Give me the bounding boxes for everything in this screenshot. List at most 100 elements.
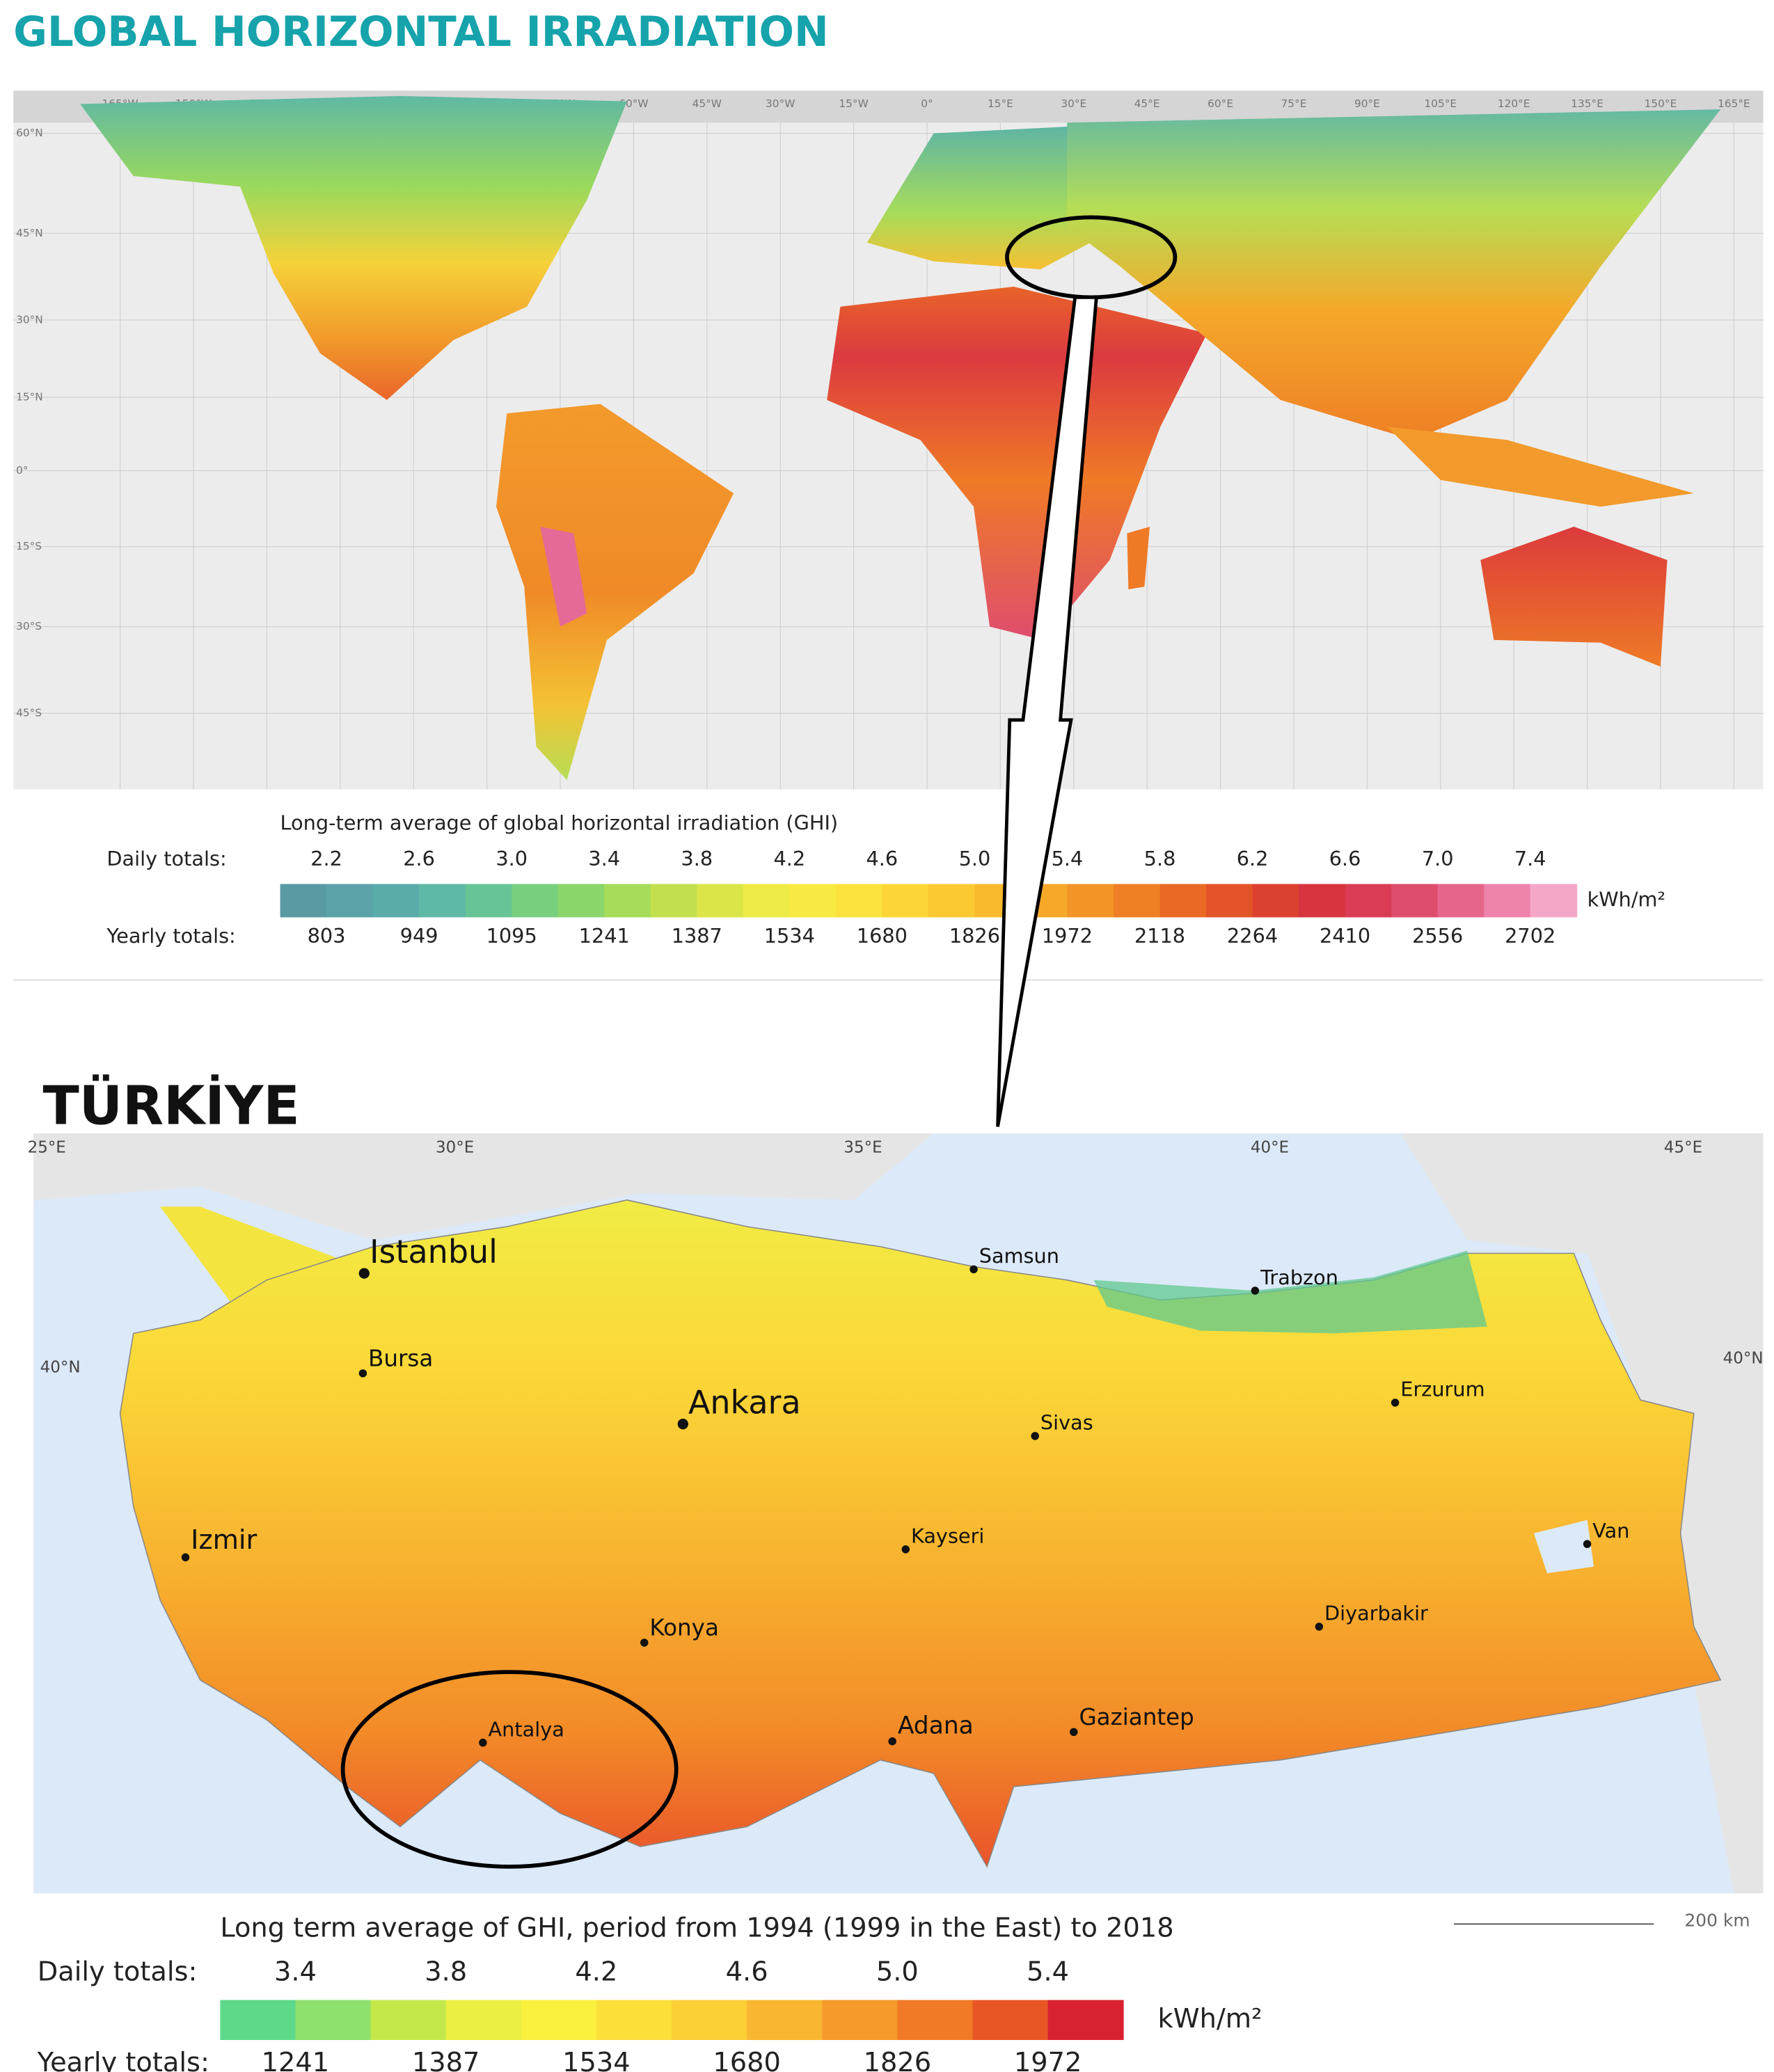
yearly-value: 1680 — [713, 2047, 781, 2072]
legend-swatch — [1206, 884, 1253, 918]
lon-label: 15°E — [988, 97, 1013, 110]
lon-label: 40°E — [1251, 1138, 1289, 1156]
se-asia-islands — [1387, 427, 1694, 507]
legend-swatch — [370, 2000, 447, 2041]
legend-swatch — [557, 884, 605, 918]
lat-label: 0° — [16, 464, 28, 477]
legend-swatch — [604, 884, 651, 918]
daily-value: 6.2 — [1237, 847, 1269, 870]
lon-label: 25°E — [28, 1138, 66, 1156]
lat-label: 30°S — [16, 620, 42, 632]
madagascar — [1127, 526, 1150, 590]
legend-swatch — [743, 884, 791, 918]
city-label: Erzurum — [1400, 1378, 1484, 1401]
legend-caption: Long term average of GHI, period from 19… — [220, 1912, 1173, 1943]
turkey-labels: 25°E 30°E 35°E 40°E 45°E 40°N 40°N Istanbul Burs… — [28, 1138, 1764, 1747]
africa — [827, 287, 1207, 640]
andes — [540, 526, 587, 627]
yearly-value: 1241 — [579, 924, 630, 948]
yearly-value: 2264 — [1227, 924, 1278, 948]
yearly-value: 1972 — [1042, 924, 1093, 948]
daily-value: 2.2 — [310, 847, 342, 870]
city-marker — [1315, 1623, 1324, 1631]
legend-swatch — [1252, 884, 1300, 918]
city-marker — [677, 1418, 688, 1430]
city-marker — [969, 1265, 978, 1274]
legend-swatch — [1484, 884, 1531, 918]
yearly-value: 1387 — [672, 924, 722, 948]
europe — [866, 127, 1120, 270]
city-marker — [640, 1639, 649, 1647]
yearly-label: Yearly totals: — [106, 924, 235, 948]
city-label: Izmir — [191, 1524, 257, 1556]
daily-value: 5.4 — [1052, 847, 1084, 870]
city-label: Istanbul — [370, 1233, 498, 1270]
city-marker — [1251, 1286, 1260, 1295]
city-label: Samsun — [979, 1244, 1059, 1268]
legend-swatch — [419, 884, 466, 918]
asia — [1067, 109, 1721, 440]
legend-swatch — [1530, 884, 1578, 918]
legend-swatch — [1345, 884, 1393, 918]
legend-swatch — [465, 884, 513, 918]
yearly-value: 1972 — [1014, 2047, 1082, 2072]
city-label: Van — [1592, 1519, 1629, 1543]
lat-label: 45°S — [16, 707, 42, 719]
yearly-value: 2410 — [1320, 924, 1370, 948]
lat-label: 40°N — [1723, 1349, 1764, 1367]
city-label: Kayseri — [911, 1524, 984, 1548]
daily-value: 3.4 — [274, 1957, 317, 1988]
unit: kWh/m² — [1158, 2003, 1262, 2034]
yearly-value: 2702 — [1505, 924, 1555, 948]
legend-swatch — [650, 884, 698, 918]
city-label: Konya — [649, 1614, 719, 1641]
legend-swatch — [326, 884, 374, 918]
lon-label: 105°E — [1424, 97, 1457, 110]
city-label: Diyarbakir — [1324, 1602, 1428, 1625]
lon-label: 30°E — [436, 1138, 474, 1156]
daily-value: 7.4 — [1514, 847, 1546, 870]
city-label: Ankara — [688, 1384, 801, 1421]
legend-swatch — [672, 2000, 748, 2041]
lon-label: 45°E — [1134, 97, 1160, 110]
city-label: Sivas — [1040, 1411, 1093, 1435]
yearly-value: 2118 — [1134, 924, 1185, 948]
daily-value: 4.6 — [726, 1957, 768, 1988]
legend-swatch — [822, 2000, 898, 2041]
daily-value: 4.6 — [866, 847, 898, 870]
turkey-land — [119, 1199, 1722, 1868]
city-label: Bursa — [368, 1345, 433, 1371]
legend-swatch — [882, 884, 929, 918]
city-marker — [901, 1545, 910, 1554]
legend-swatch — [789, 884, 837, 918]
legend-swatch — [697, 884, 744, 918]
turkey-title: TÜRKİYE — [42, 1074, 299, 1137]
yearly-value: 803 — [308, 924, 346, 948]
neighbor-land — [1400, 1133, 1764, 1894]
city-marker — [1583, 1540, 1592, 1548]
south-america — [496, 404, 734, 781]
legend-swatch — [445, 2000, 522, 2041]
city-label: Adana — [898, 1712, 974, 1740]
city-marker — [181, 1553, 190, 1562]
yearly-value: 1680 — [857, 924, 908, 948]
lon-label: 150°E — [1645, 97, 1677, 110]
daily-value: 3.8 — [681, 847, 713, 870]
continents — [80, 95, 1721, 781]
yearly-value: 949 — [400, 924, 438, 948]
lat-label: 15°N — [16, 391, 43, 404]
legend-caption: Long-term average of global horizontal i… — [280, 811, 839, 834]
lon-label: 60°W — [619, 97, 648, 110]
lon-label: 75°E — [1281, 97, 1307, 110]
yearly-value: 1826 — [864, 2047, 932, 2072]
lon-label: 45°E — [1664, 1138, 1702, 1156]
legend-swatch — [512, 884, 559, 918]
legend-swatch — [972, 2000, 1049, 2041]
daily-value: 5.4 — [1027, 1957, 1069, 1988]
legend-swatch — [835, 884, 883, 918]
daily-value: 3.4 — [588, 847, 620, 870]
legend-swatch — [521, 2000, 597, 2041]
lat-label: 40°N — [40, 1359, 81, 1377]
black-sea-coast — [1093, 1250, 1487, 1334]
yearly-value: 1095 — [486, 924, 537, 948]
